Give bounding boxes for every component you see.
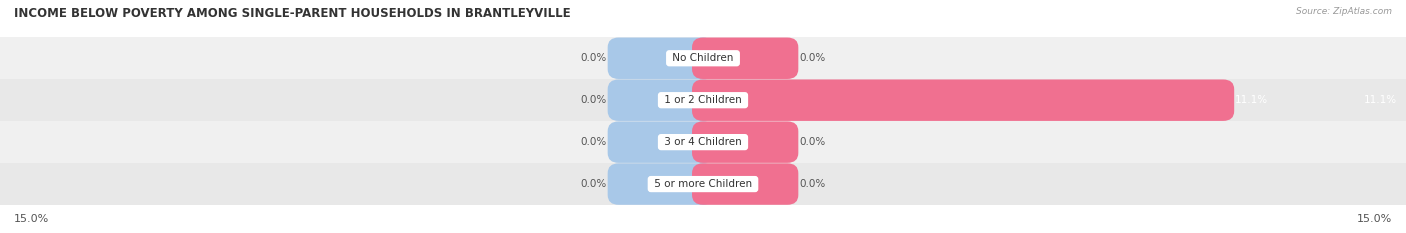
Text: 0.0%: 0.0% [581, 137, 607, 147]
FancyBboxPatch shape [607, 121, 714, 163]
FancyBboxPatch shape [692, 38, 799, 79]
Bar [0, 37, 1406, 79]
Text: 0.0%: 0.0% [581, 53, 607, 63]
Text: 5 or more Children: 5 or more Children [651, 179, 755, 189]
Text: No Children: No Children [669, 53, 737, 63]
FancyBboxPatch shape [607, 38, 714, 79]
FancyBboxPatch shape [607, 163, 714, 205]
Text: 0.0%: 0.0% [581, 95, 607, 105]
Text: 1 or 2 Children: 1 or 2 Children [661, 95, 745, 105]
Text: 3 or 4 Children: 3 or 4 Children [661, 137, 745, 147]
Text: 0.0%: 0.0% [799, 179, 825, 189]
Text: 11.1%: 11.1% [1234, 95, 1268, 105]
Text: 0.0%: 0.0% [799, 53, 825, 63]
Text: 11.1%: 11.1% [1364, 95, 1396, 105]
Text: 0.0%: 0.0% [581, 179, 607, 189]
Text: 0.0%: 0.0% [799, 137, 825, 147]
Text: 15.0%: 15.0% [14, 214, 49, 224]
Bar [0, 163, 1406, 205]
Text: 15.0%: 15.0% [1357, 214, 1392, 224]
FancyBboxPatch shape [692, 79, 1234, 121]
Bar [0, 79, 1406, 121]
FancyBboxPatch shape [692, 121, 799, 163]
FancyBboxPatch shape [692, 163, 799, 205]
Text: Source: ZipAtlas.com: Source: ZipAtlas.com [1296, 7, 1392, 16]
FancyBboxPatch shape [607, 79, 714, 121]
Bar [0, 121, 1406, 163]
Text: INCOME BELOW POVERTY AMONG SINGLE-PARENT HOUSEHOLDS IN BRANTLEYVILLE: INCOME BELOW POVERTY AMONG SINGLE-PARENT… [14, 7, 571, 20]
